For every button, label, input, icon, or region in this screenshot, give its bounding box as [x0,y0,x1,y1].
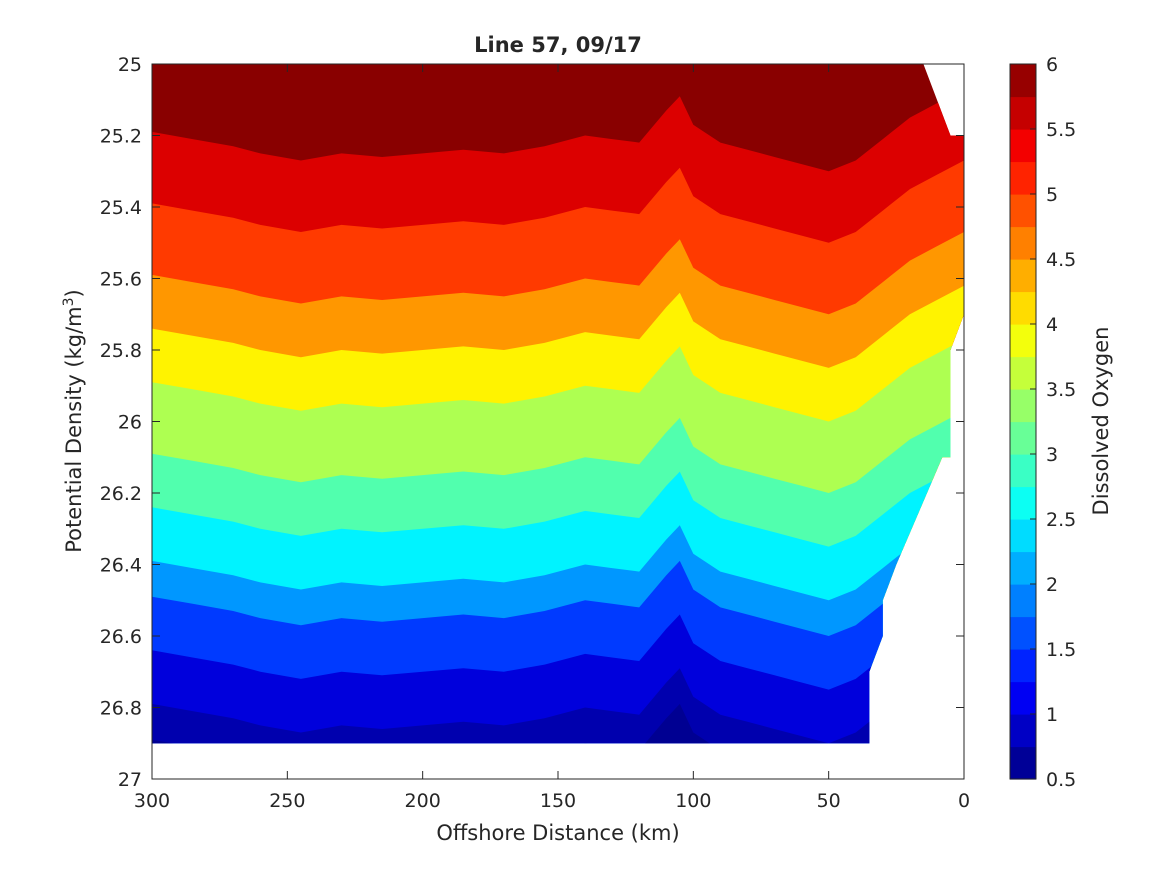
x-tick-label: 150 [540,790,576,812]
y-tick-label: 25 [118,54,142,76]
colorbar-tick-label: 0.5 [1046,769,1076,791]
y-tick-label: 26.4 [100,555,142,577]
x-tick-label: 200 [405,790,441,812]
y-tick-label: 25.2 [100,126,142,148]
x-axis: 300 250 200 150 100 50 0 [134,64,970,812]
y-axis-title-close: ) [62,289,86,297]
colorbar-band [1010,519,1036,553]
colorbar-tick-label: 4.5 [1046,249,1076,271]
colorbar-band [1010,649,1036,683]
colorbar-band [1010,584,1036,618]
contour-fill [152,64,964,744]
colorbar-band [1010,324,1036,358]
y-tick-label: 25.6 [100,269,142,291]
y-tick-label: 26.2 [100,483,142,505]
colorbar-frame [1009,63,1037,780]
x-tick-label: 50 [817,790,841,812]
x-axis-title: Offshore Distance (km) [436,821,679,845]
colorbar-band [1010,194,1036,228]
colorbar-tick-label: 2 [1046,574,1058,596]
colorbar-band [1010,96,1036,130]
y-axis-title: Potential Density (kg/m3) [61,289,86,553]
y-tick-label: 26 [118,412,142,434]
colorbar-tick-label: 3 [1046,444,1058,466]
x-tick-label: 0 [958,790,970,812]
contour-band [152,661,964,744]
y-axis-title-main: Potential Density (kg/m [62,306,86,552]
colorbar: 0.5 1 1.5 2 2.5 3 3.5 4 4.5 5 5.5 6 [1009,54,1076,791]
colorbar-band [1010,681,1036,715]
y-axis: 25 25.2 25.4 25.6 25.8 26 26.2 26.4 26.6 26.8 27 [100,54,964,791]
colorbar-tick-label: 5.5 [1046,119,1076,141]
colorbar-tick-label: 6 [1046,54,1058,76]
y-tick-label: 25.8 [100,340,142,362]
colorbar-band [1010,64,1036,98]
plot-title: Line 57, 09/17 [474,33,642,57]
colorbar-tick-label: 5 [1046,184,1058,206]
colorbar-band [1010,714,1036,748]
colorbar-band [1010,389,1036,423]
y-axis-title-sup: 3 [61,297,77,306]
y-tick-label: 25.4 [100,197,142,219]
colorbar-band [1010,291,1036,325]
colorbar-band [1010,356,1036,390]
colorbar-band [1010,454,1036,488]
y-tick-label: 26.6 [100,626,142,648]
colorbar-band [1010,226,1036,260]
colorbar-tick-label: 3.5 [1046,379,1076,401]
colorbar-tick-label: 4 [1046,314,1058,336]
y-tick-label: 26.8 [100,698,142,720]
x-tick-label: 300 [134,790,170,812]
x-tick-label: 250 [269,790,305,812]
y-tick-label: 27 [118,769,142,791]
colorbar-band [1010,161,1036,195]
colorbar-band [1010,486,1036,520]
colorbar-title: Dissolved Oxygen [1089,327,1113,516]
colorbar-tick-label: 1.5 [1046,639,1076,661]
colorbar-band [1010,259,1036,293]
colorbar-band [1010,746,1036,780]
colorbar-band [1010,551,1036,585]
colorbar-band [1010,616,1036,650]
colorbar-band [1010,129,1036,163]
colorbar-tick-label: 2.5 [1046,509,1076,531]
x-tick-label: 100 [675,790,711,812]
colorbar-tick-label: 1 [1046,704,1058,726]
colorbar-band [1010,421,1036,455]
